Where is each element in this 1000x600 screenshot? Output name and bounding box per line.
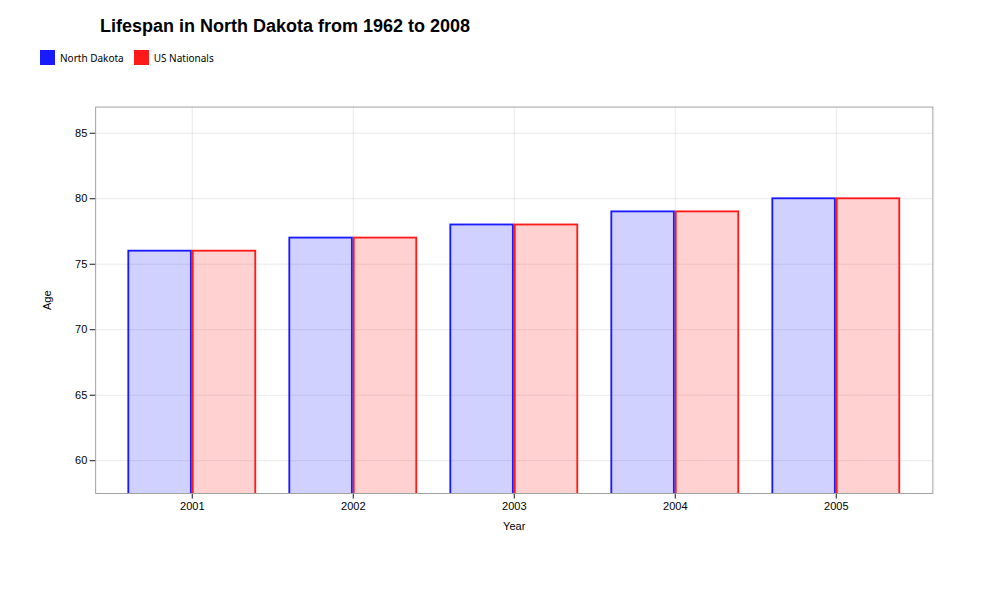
svg-text:80: 80 [75, 192, 87, 204]
svg-text:60: 60 [75, 454, 87, 466]
svg-text:Year: Year [503, 520, 526, 532]
html-text:Lifespan in North Dakota from: Lifespan in North Dakota from 1962 to 20… [100, 16, 471, 36]
svg-text:85: 85 [75, 127, 87, 139]
svg-text:2004: 2004 [663, 500, 688, 512]
html-text:US Nationals: US Nationals [153, 50, 214, 65]
svg-text:2003: 2003 [502, 500, 527, 512]
svg-text:65: 65 [75, 389, 87, 401]
svg-text:75: 75 [75, 258, 87, 270]
svg-text:2002: 2002 [341, 500, 366, 512]
svg-text:2005: 2005 [824, 500, 849, 512]
html-text:North Dakota: North Dakota [60, 50, 124, 65]
svg-text:Age: Age [41, 290, 53, 310]
svg-text:2001: 2001 [180, 500, 205, 512]
svg-text:70: 70 [75, 323, 87, 335]
